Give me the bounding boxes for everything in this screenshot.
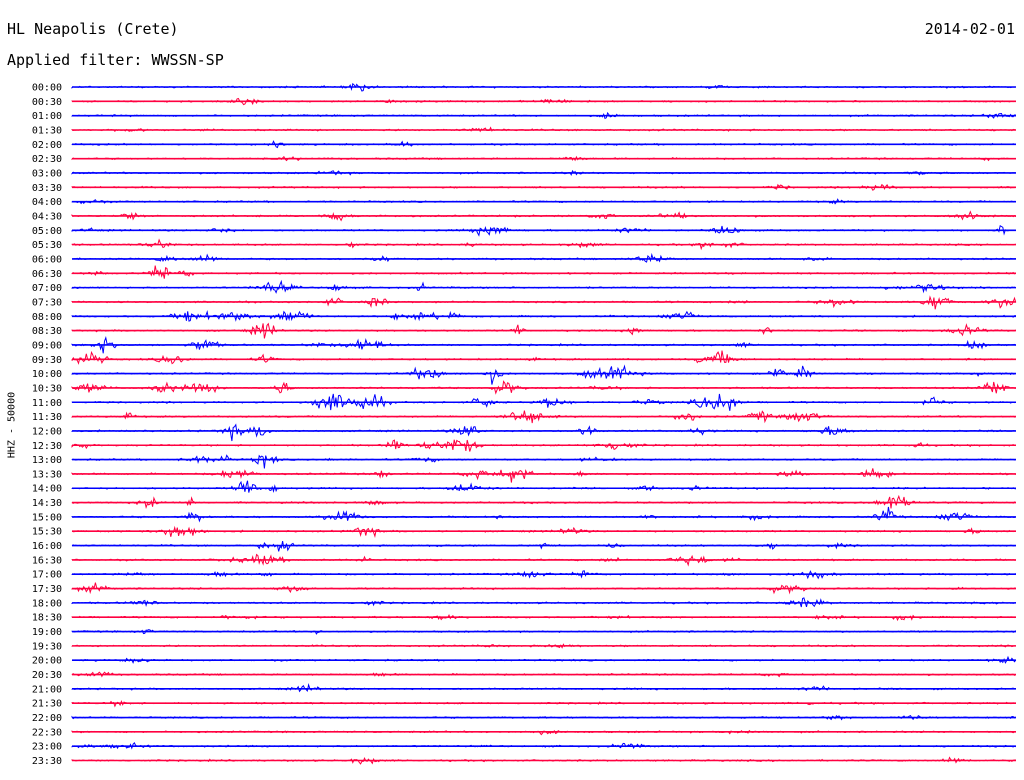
row-label-1700: 17:00 [32, 570, 62, 581]
trace-0730 [71, 295, 1017, 310]
row-label-2230: 22:30 [32, 727, 62, 738]
row-label-0900: 09:00 [32, 340, 62, 351]
trace-1330 [71, 468, 1017, 483]
row-label-2200: 22:00 [32, 713, 62, 724]
row-label-2100: 21:00 [32, 684, 62, 695]
row-label-0930: 09:30 [32, 355, 62, 366]
row-label-0730: 07:30 [32, 297, 62, 308]
row-label-2030: 20:30 [32, 670, 62, 681]
row-label-2300: 23:00 [32, 742, 62, 753]
trace-1400 [71, 480, 1016, 494]
row-label-1300: 13:00 [32, 455, 62, 466]
row-label-0130: 01:30 [32, 125, 62, 136]
row-label-1200: 12:00 [32, 426, 62, 437]
row-label-0300: 03:00 [32, 168, 62, 179]
row-label-1330: 13:30 [32, 469, 62, 480]
row-label-0200: 02:00 [32, 140, 62, 151]
row-label-1100: 11:00 [32, 398, 62, 409]
row-label-0800: 08:00 [32, 312, 62, 323]
row-label-1030: 10:30 [32, 383, 62, 394]
row-label-0530: 05:30 [32, 240, 62, 251]
trace-1300 [71, 454, 1016, 469]
row-label-1130: 11:30 [32, 412, 62, 423]
trace-1000 [71, 364, 1016, 385]
filter-label: Applied filter: WWSSN-SP [7, 51, 224, 69]
station-title: HL Neapolis (Crete) [7, 20, 179, 38]
row-label-0330: 03:30 [32, 183, 62, 194]
row-label-0030: 00:30 [32, 97, 62, 108]
trace-0630 [71, 265, 1016, 279]
row-label-1630: 16:30 [32, 555, 62, 566]
row-label-0830: 08:30 [32, 326, 62, 337]
row-label-1530: 15:30 [32, 527, 62, 538]
row-label-0000: 00:00 [32, 83, 62, 94]
row-label-0230: 02:30 [32, 154, 62, 165]
row-label-1930: 19:30 [32, 641, 62, 652]
row-label-0630: 06:30 [32, 269, 62, 280]
row-label-1600: 16:00 [32, 541, 62, 552]
row-label-1400: 14:00 [32, 484, 62, 495]
trace-1200 [71, 423, 1016, 442]
row-label-0500: 05:00 [32, 226, 62, 237]
row-label-1230: 12:30 [32, 441, 62, 452]
row-label-0600: 06:00 [32, 254, 62, 265]
trace-1530 [71, 525, 1016, 538]
row-label-0430: 04:30 [32, 211, 62, 222]
row-label-2130: 21:30 [32, 699, 62, 710]
row-label-1000: 10:00 [32, 369, 62, 380]
row-label-1430: 14:30 [32, 498, 62, 509]
row-label-1800: 18:00 [32, 598, 62, 609]
row-label-1830: 18:30 [32, 613, 62, 624]
row-label-1900: 19:00 [32, 627, 62, 638]
trace-0930 [71, 350, 1016, 365]
row-label-0100: 01:00 [32, 111, 62, 122]
row-label-0700: 07:00 [32, 283, 62, 294]
row-label-1500: 15:00 [32, 512, 62, 523]
row-label-0400: 04:00 [32, 197, 62, 208]
row-label-1730: 17:30 [32, 584, 62, 595]
row-label-2000: 20:00 [32, 656, 62, 667]
date-label: 2014-02-01 [924, 20, 1015, 38]
row-label-2330: 23:30 [32, 756, 62, 767]
trace-1500 [71, 506, 1016, 523]
trace-1730 [71, 582, 1016, 595]
